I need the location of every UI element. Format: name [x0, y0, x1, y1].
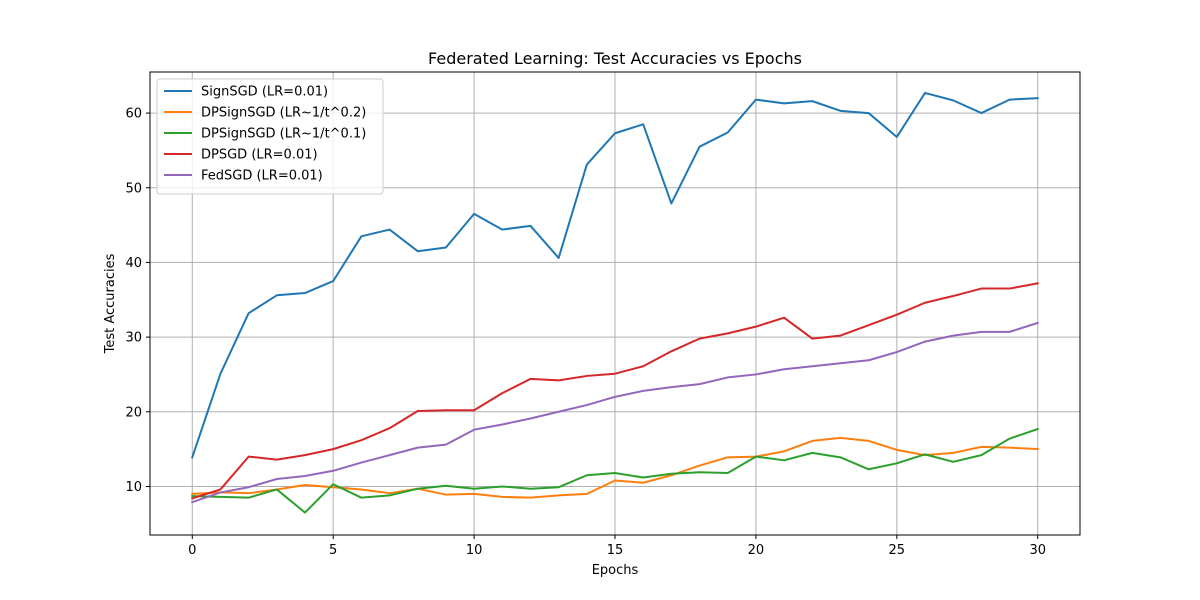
series-line-2: [191, 427, 1040, 514]
legend-label: SignSGD (LR=0.01): [201, 85, 328, 100]
series-line-3: [191, 282, 1039, 500]
chart-title: Federated Learning: Test Accuracies vs E…: [428, 49, 802, 68]
x-tick-label: 20: [748, 543, 765, 558]
y-tick-label: 50: [125, 181, 142, 196]
x-tick-label: 15: [607, 543, 624, 558]
legend-label: FedSGD (LR=0.01): [201, 169, 323, 184]
series-line-1: [191, 436, 1039, 499]
y-axis-title: Test Accuracies: [103, 253, 118, 354]
series-line-4: [190, 321, 1039, 504]
grid: [150, 72, 1080, 535]
x-axis-title: Epochs: [592, 563, 639, 578]
series-lines: [190, 91, 1040, 514]
legend: SignSGD (LR=0.01) DPSignSGD (LR~1/t^0.2) D…: [156, 78, 384, 195]
y-tick-label: 30: [125, 331, 142, 346]
legend-label: DPSignSGD (LR~1/t^0.2): [201, 106, 366, 121]
axis-ticks: 0 5 10 15 20 25 30 10 20 30 40 50 60: [125, 107, 1046, 558]
y-tick-label: 10: [125, 480, 142, 495]
legend-box: [156, 78, 384, 195]
x-tick-label: 5: [329, 543, 337, 558]
series-line-0: [191, 91, 1039, 459]
x-tick-label: 25: [889, 543, 906, 558]
x-tick-label: 0: [188, 543, 196, 558]
y-tick-label: 40: [125, 256, 142, 271]
x-tick-label: 10: [466, 543, 483, 558]
legend-label: DPSGD (LR=0.01): [201, 148, 318, 163]
legend-label: DPSignSGD (LR~1/t^0.1): [201, 127, 366, 142]
y-tick-label: 20: [125, 405, 142, 420]
x-tick-label: 30: [1029, 543, 1046, 558]
y-tick-label: 60: [125, 107, 142, 122]
